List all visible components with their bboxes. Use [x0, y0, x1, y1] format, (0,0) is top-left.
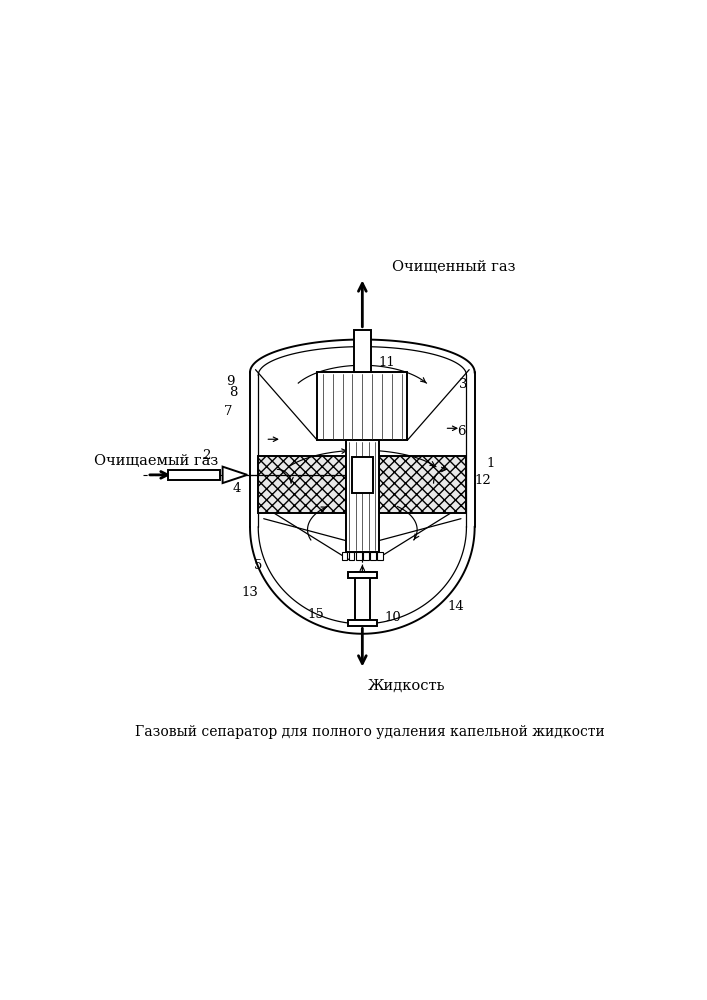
Text: 7: 7 — [224, 405, 233, 418]
Bar — [378, 552, 383, 560]
Text: 6: 6 — [457, 425, 465, 438]
Bar — [258, 456, 346, 513]
Text: 13: 13 — [242, 586, 259, 599]
Bar — [352, 457, 373, 493]
Bar — [341, 552, 347, 560]
Bar — [370, 552, 375, 560]
Text: 14: 14 — [447, 600, 464, 613]
Bar — [346, 440, 379, 552]
Bar — [356, 552, 361, 560]
Text: Очищенный газ: Очищенный газ — [392, 260, 516, 274]
Bar — [348, 620, 377, 626]
Text: 9: 9 — [226, 375, 235, 388]
Text: 10: 10 — [384, 611, 401, 624]
Bar — [355, 572, 370, 620]
Text: 3: 3 — [460, 378, 468, 391]
Bar — [363, 552, 368, 560]
Text: 15: 15 — [308, 608, 324, 621]
Bar — [379, 456, 467, 513]
Text: 12: 12 — [474, 474, 491, 487]
Text: 4: 4 — [232, 482, 240, 495]
Text: Жидкость: Жидкость — [368, 679, 445, 693]
Polygon shape — [223, 467, 247, 483]
Text: Газовый сепаратор для полного удаления капельной жидкости: Газовый сепаратор для полного удаления к… — [135, 725, 604, 739]
Text: Очищаемый газ: Очищаемый газ — [94, 454, 218, 468]
Bar — [354, 330, 371, 372]
Text: 1: 1 — [487, 457, 496, 470]
Text: 11: 11 — [379, 356, 395, 369]
Text: 2: 2 — [202, 449, 211, 462]
Bar — [317, 372, 407, 440]
Bar — [349, 552, 354, 560]
Bar — [168, 470, 220, 480]
Bar — [348, 572, 377, 578]
Text: 8: 8 — [229, 386, 238, 399]
Text: 5: 5 — [254, 559, 262, 572]
